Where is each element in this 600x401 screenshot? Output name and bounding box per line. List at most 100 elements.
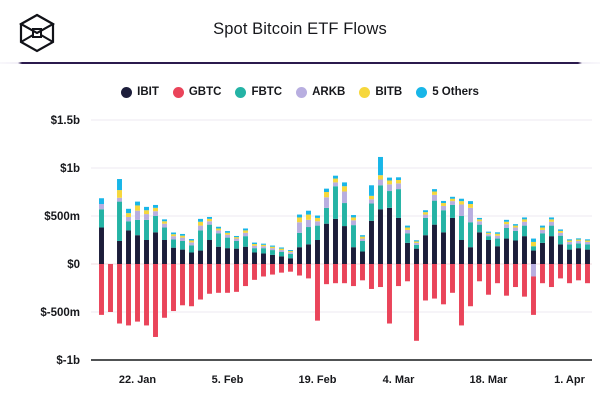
bar-segment[interactable] bbox=[162, 219, 167, 222]
bar-segment[interactable] bbox=[180, 233, 185, 236]
bar-segment[interactable] bbox=[468, 247, 473, 264]
bar-segment[interactable] bbox=[243, 232, 248, 237]
bar-segment[interactable] bbox=[117, 201, 122, 241]
bar-segment[interactable] bbox=[261, 253, 266, 264]
bar-segment[interactable] bbox=[306, 214, 311, 220]
bar-segment[interactable] bbox=[153, 204, 158, 208]
bar-segment[interactable] bbox=[117, 179, 122, 191]
bar-segment[interactable] bbox=[162, 221, 167, 224]
bar-segment[interactable] bbox=[405, 264, 410, 282]
bar-segment[interactable] bbox=[342, 182, 347, 187]
bar-segment[interactable] bbox=[396, 189, 401, 218]
bar-segment[interactable] bbox=[99, 209, 104, 228]
bar-segment[interactable] bbox=[189, 264, 194, 307]
bar-segment[interactable] bbox=[261, 246, 266, 249]
bar-segment[interactable] bbox=[387, 191, 392, 208]
bar-segment[interactable] bbox=[234, 235, 239, 238]
bar-segment[interactable] bbox=[297, 214, 302, 218]
bar-segment[interactable] bbox=[207, 221, 212, 225]
bar-segment[interactable] bbox=[441, 205, 446, 211]
bar-segment[interactable] bbox=[576, 238, 581, 240]
bar-segment[interactable] bbox=[270, 246, 275, 249]
bar-segment[interactable] bbox=[450, 201, 455, 205]
bar-segment[interactable] bbox=[189, 245, 194, 253]
bar-segment[interactable] bbox=[126, 221, 131, 231]
bar-segment[interactable] bbox=[351, 264, 356, 287]
bar-segment[interactable] bbox=[135, 205, 140, 211]
bar-segment[interactable] bbox=[405, 227, 410, 230]
bar-segment[interactable] bbox=[153, 264, 158, 337]
bar-segment[interactable] bbox=[198, 250, 203, 264]
bar-segment[interactable] bbox=[342, 264, 347, 284]
bar-segment[interactable] bbox=[288, 258, 293, 264]
bar-segment[interactable] bbox=[432, 224, 437, 264]
bar-segment[interactable] bbox=[198, 225, 203, 231]
bar-segment[interactable] bbox=[279, 264, 284, 273]
bar-segment[interactable] bbox=[360, 240, 365, 252]
bar-segment[interactable] bbox=[504, 228, 509, 239]
bar-segment[interactable] bbox=[486, 234, 491, 237]
bar-segment[interactable] bbox=[459, 216, 464, 240]
bar-segment[interactable] bbox=[468, 201, 473, 204]
bar-segment[interactable] bbox=[180, 249, 185, 264]
bar-segment[interactable] bbox=[288, 253, 293, 259]
bar-segment[interactable] bbox=[531, 238, 536, 242]
bar-segment[interactable] bbox=[387, 207, 392, 264]
bar-segment[interactable] bbox=[288, 250, 293, 252]
bar-segment[interactable] bbox=[126, 213, 131, 217]
bar-segment[interactable] bbox=[216, 230, 221, 234]
bar-segment[interactable] bbox=[315, 215, 320, 218]
bar-segment[interactable] bbox=[378, 156, 383, 176]
bar-segment[interactable] bbox=[495, 232, 500, 234]
bar-segment[interactable] bbox=[333, 175, 338, 179]
bar-segment[interactable] bbox=[513, 240, 518, 264]
legend-item-bitb[interactable]: BITB bbox=[359, 86, 402, 98]
bar-segment[interactable] bbox=[513, 264, 518, 288]
bar-segment[interactable] bbox=[441, 203, 446, 206]
bar-segment[interactable] bbox=[270, 248, 275, 251]
bar-segment[interactable] bbox=[558, 235, 563, 245]
bar-segment[interactable] bbox=[567, 241, 572, 245]
bar-segment[interactable] bbox=[234, 248, 239, 264]
bar-segment[interactable] bbox=[558, 244, 563, 264]
bar-segment[interactable] bbox=[117, 197, 122, 202]
bar-segment[interactable] bbox=[378, 264, 383, 288]
bar-segment[interactable] bbox=[342, 186, 347, 192]
bar-segment[interactable] bbox=[216, 233, 221, 247]
bar-segment[interactable] bbox=[279, 248, 284, 251]
legend-item-ibit[interactable]: IBIT bbox=[121, 86, 159, 98]
bar-segment[interactable] bbox=[252, 242, 257, 245]
bar-segment[interactable] bbox=[423, 264, 428, 301]
bar-segment[interactable] bbox=[297, 247, 302, 264]
bar-segment[interactable] bbox=[297, 232, 302, 248]
bar-segment[interactable] bbox=[567, 239, 572, 241]
bar-segment[interactable] bbox=[414, 240, 419, 242]
bar-segment[interactable] bbox=[135, 201, 140, 206]
bar-segment[interactable] bbox=[216, 228, 221, 231]
bar-segment[interactable] bbox=[315, 221, 320, 226]
bar-segment[interactable] bbox=[99, 204, 104, 210]
bar-segment[interactable] bbox=[369, 220, 374, 264]
legend-item-fbtc[interactable]: FBTC bbox=[235, 86, 282, 98]
bar-segment[interactable] bbox=[585, 249, 590, 264]
bar-segment[interactable] bbox=[468, 207, 473, 223]
bar-segment[interactable] bbox=[423, 210, 428, 213]
bar-segment[interactable] bbox=[495, 238, 500, 247]
bar-segment[interactable] bbox=[423, 212, 428, 215]
bar-segment[interactable] bbox=[252, 264, 257, 280]
bar-segment[interactable] bbox=[288, 251, 293, 253]
bar-segment[interactable] bbox=[378, 185, 383, 210]
bar-segment[interactable] bbox=[396, 177, 401, 180]
bar-segment[interactable] bbox=[450, 264, 455, 293]
bar-segment[interactable] bbox=[261, 264, 266, 277]
bar-segment[interactable] bbox=[441, 232, 446, 264]
bar-segment[interactable] bbox=[477, 221, 482, 225]
bar-segment[interactable] bbox=[324, 192, 329, 198]
bar-segment[interactable] bbox=[531, 264, 536, 277]
bar-segment[interactable] bbox=[225, 231, 230, 233]
bar-segment[interactable] bbox=[495, 235, 500, 239]
bar-segment[interactable] bbox=[342, 203, 347, 227]
bar-segment[interactable] bbox=[387, 264, 392, 324]
bar-segment[interactable] bbox=[243, 230, 248, 233]
bar-segment[interactable] bbox=[153, 216, 158, 233]
